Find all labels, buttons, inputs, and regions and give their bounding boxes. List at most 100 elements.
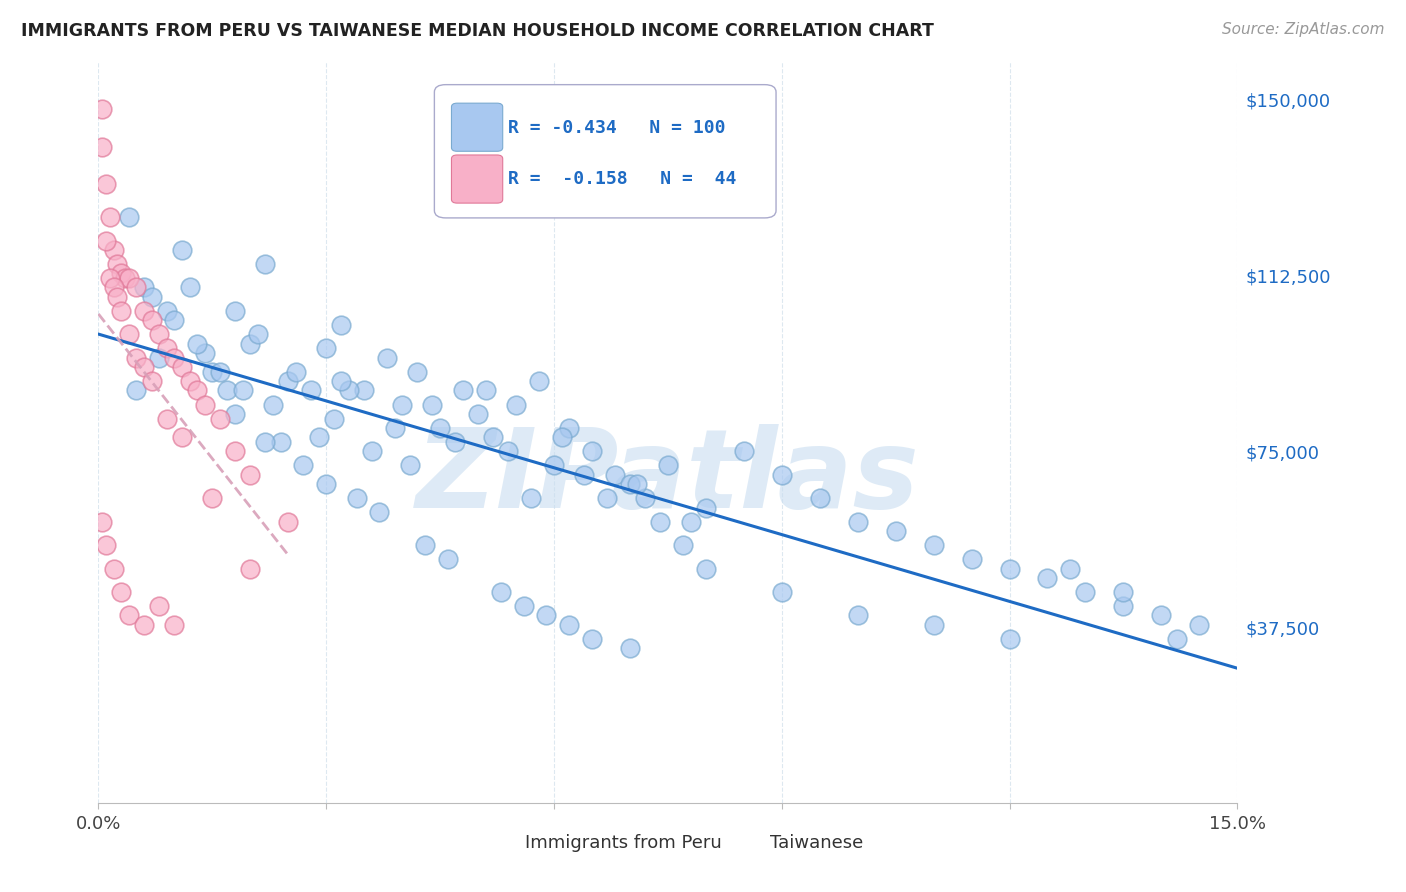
Point bbox=[543, 458, 565, 473]
Point bbox=[619, 641, 641, 656]
Point bbox=[574, 467, 596, 482]
FancyBboxPatch shape bbox=[451, 103, 503, 152]
Point bbox=[315, 477, 337, 491]
Point bbox=[132, 359, 155, 374]
Point bbox=[118, 210, 141, 224]
Point bbox=[110, 266, 132, 280]
Point bbox=[384, 421, 406, 435]
Point bbox=[322, 411, 344, 425]
Point bbox=[284, 365, 307, 379]
Point bbox=[1059, 561, 1081, 575]
Point bbox=[141, 290, 163, 304]
Text: ZIPatlas: ZIPatlas bbox=[416, 424, 920, 531]
Point bbox=[125, 351, 148, 365]
Point bbox=[141, 374, 163, 388]
Point bbox=[581, 632, 603, 646]
Point bbox=[451, 384, 474, 398]
Point bbox=[186, 336, 208, 351]
FancyBboxPatch shape bbox=[434, 85, 776, 218]
Point bbox=[884, 524, 907, 538]
Point bbox=[94, 234, 117, 248]
Point bbox=[94, 538, 117, 552]
FancyBboxPatch shape bbox=[451, 155, 503, 203]
Point bbox=[368, 505, 391, 519]
Point bbox=[619, 477, 641, 491]
Point bbox=[429, 421, 451, 435]
Point bbox=[91, 103, 114, 117]
Point bbox=[132, 280, 155, 294]
FancyBboxPatch shape bbox=[482, 825, 522, 861]
Point bbox=[657, 458, 679, 473]
Point bbox=[239, 467, 262, 482]
Point bbox=[232, 384, 254, 398]
Point bbox=[186, 384, 208, 398]
Point bbox=[1112, 599, 1135, 613]
Point bbox=[1074, 585, 1097, 599]
Point bbox=[103, 243, 125, 257]
Point bbox=[118, 327, 141, 342]
Point bbox=[1150, 608, 1173, 623]
Point bbox=[103, 561, 125, 575]
Point bbox=[156, 341, 179, 355]
Point bbox=[224, 303, 246, 318]
Point bbox=[107, 257, 129, 271]
Point bbox=[208, 365, 231, 379]
Point bbox=[148, 599, 170, 613]
Point bbox=[527, 374, 550, 388]
Point bbox=[581, 444, 603, 458]
Point bbox=[156, 411, 179, 425]
Text: IMMIGRANTS FROM PERU VS TAIWANESE MEDIAN HOUSEHOLD INCOME CORRELATION CHART: IMMIGRANTS FROM PERU VS TAIWANESE MEDIAN… bbox=[21, 22, 934, 40]
Point bbox=[163, 351, 186, 365]
Point bbox=[132, 303, 155, 318]
Point bbox=[118, 271, 141, 285]
Point bbox=[299, 384, 322, 398]
Point bbox=[733, 444, 755, 458]
Point bbox=[922, 538, 945, 552]
Point bbox=[346, 491, 368, 506]
Point bbox=[337, 384, 360, 398]
Point bbox=[375, 351, 398, 365]
Point bbox=[194, 397, 217, 411]
Point bbox=[277, 374, 299, 388]
Point bbox=[444, 435, 467, 450]
Point bbox=[550, 430, 572, 444]
Point bbox=[315, 341, 337, 355]
FancyBboxPatch shape bbox=[727, 825, 766, 861]
Point bbox=[114, 271, 136, 285]
Point bbox=[94, 178, 117, 192]
Point bbox=[846, 608, 869, 623]
Point bbox=[474, 384, 496, 398]
Point bbox=[558, 421, 581, 435]
Text: R = -0.434   N = 100: R = -0.434 N = 100 bbox=[509, 119, 725, 136]
Point bbox=[163, 313, 186, 327]
Point bbox=[505, 397, 527, 411]
Text: Immigrants from Peru: Immigrants from Peru bbox=[526, 834, 723, 852]
Point bbox=[224, 444, 246, 458]
Point bbox=[132, 617, 155, 632]
Point bbox=[353, 384, 375, 398]
Point bbox=[107, 290, 129, 304]
Point bbox=[98, 210, 121, 224]
Point bbox=[634, 491, 657, 506]
Point bbox=[98, 271, 121, 285]
Point bbox=[194, 346, 217, 360]
Point bbox=[277, 515, 299, 529]
Point bbox=[770, 585, 793, 599]
Point bbox=[270, 435, 292, 450]
Point bbox=[156, 303, 179, 318]
Point bbox=[217, 384, 239, 398]
Point bbox=[239, 336, 262, 351]
Point bbox=[489, 585, 512, 599]
Y-axis label: Median Household Income: Median Household Income bbox=[0, 323, 8, 542]
Point bbox=[239, 561, 262, 575]
Text: R =  -0.158   N =  44: R = -0.158 N = 44 bbox=[509, 170, 737, 188]
Point bbox=[170, 359, 193, 374]
Point bbox=[224, 407, 246, 421]
Point bbox=[110, 303, 132, 318]
Point bbox=[246, 327, 269, 342]
Point bbox=[360, 444, 382, 458]
Point bbox=[922, 617, 945, 632]
Point bbox=[467, 407, 489, 421]
Point bbox=[679, 515, 702, 529]
Point bbox=[650, 515, 672, 529]
